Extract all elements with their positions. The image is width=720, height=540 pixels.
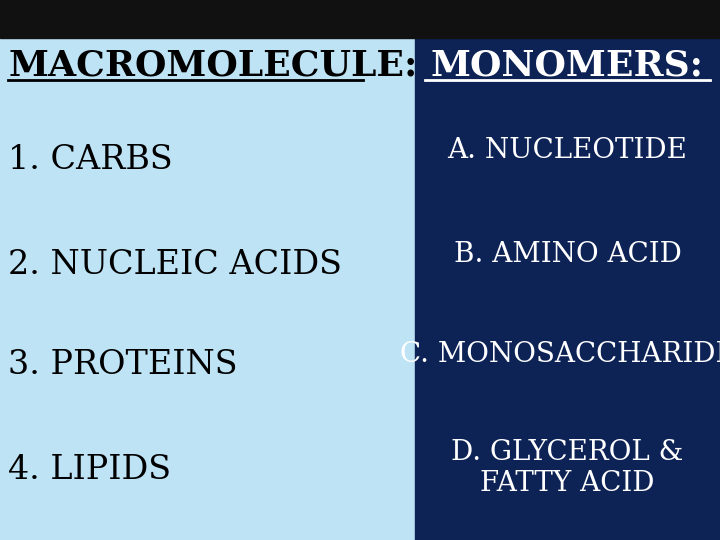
Text: MONOMERS:: MONOMERS: xyxy=(431,48,704,82)
Text: B. AMINO ACID: B. AMINO ACID xyxy=(454,241,681,268)
Text: C. MONOSACCHARIDE: C. MONOSACCHARIDE xyxy=(400,341,720,368)
Text: MACROMOLECULE:: MACROMOLECULE: xyxy=(8,48,418,82)
Text: D. GLYCEROL &
FATTY ACID: D. GLYCEROL & FATTY ACID xyxy=(451,439,684,497)
Bar xyxy=(415,38,720,540)
Text: 3. PROTEINS: 3. PROTEINS xyxy=(8,349,238,381)
Text: 2. NUCLEIC ACIDS: 2. NUCLEIC ACIDS xyxy=(8,249,342,281)
Bar xyxy=(0,0,720,38)
Bar xyxy=(0,38,415,540)
Text: 4. LIPIDS: 4. LIPIDS xyxy=(8,454,171,486)
Text: 1. CARBS: 1. CARBS xyxy=(8,144,173,176)
Text: A. NUCLEOTIDE: A. NUCLEOTIDE xyxy=(448,137,688,164)
